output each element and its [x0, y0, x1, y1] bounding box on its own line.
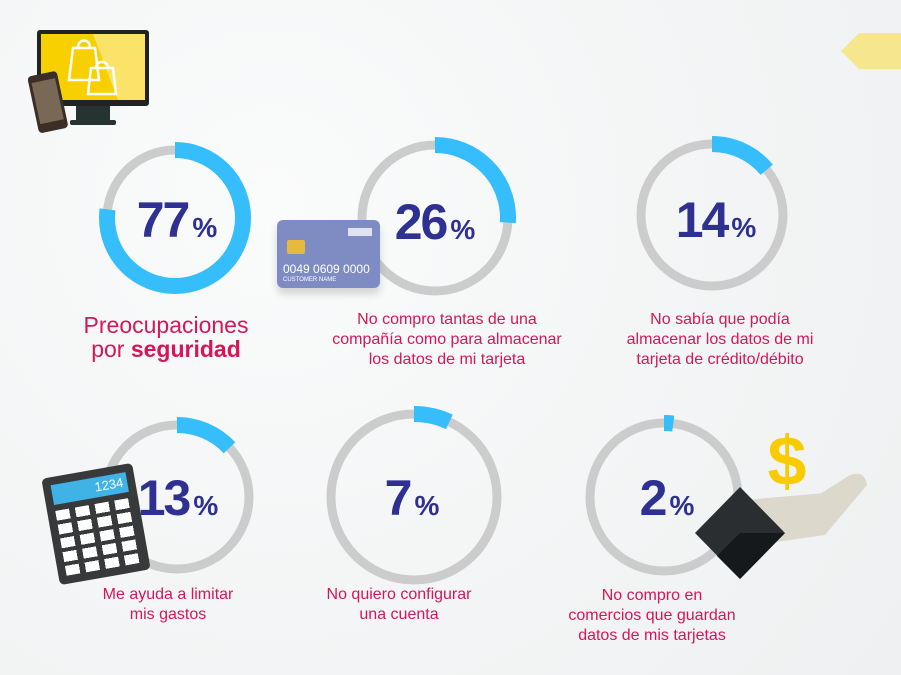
- shopping-devices-icon: [28, 30, 149, 133]
- calculator-icon: 1234: [41, 462, 151, 586]
- ring-progress-7: [323, 406, 505, 588]
- caption-26: No compro tantas de una compañía como par…: [332, 311, 562, 368]
- percent-7: 7%: [384, 470, 440, 526]
- percent-13: 13%: [137, 470, 219, 526]
- caption-14: No sabía que podía almacenar los datos de…: [626, 311, 814, 368]
- card-name: CUSTOMER NAME: [283, 277, 337, 283]
- card-number: 0049 0609 0000: [283, 262, 370, 276]
- ring-progress-77: [99, 142, 251, 294]
- caption-7: No quiero configurar una cuenta: [326, 586, 472, 623]
- ring-progress-2: [582, 415, 746, 579]
- hand-dollar-icon: $: [695, 422, 867, 579]
- ring-progress-26: [354, 137, 516, 299]
- percent-77: 77%: [136, 192, 218, 248]
- dollar-sign: $: [768, 422, 807, 500]
- credit-card-icon: 0049 0609 0000 CUSTOMER NAME: [277, 220, 380, 288]
- caption-security: Preocupaciones por seguridad: [83, 312, 249, 362]
- percent-2: 2%: [639, 470, 695, 526]
- percent-26: 26%: [394, 194, 476, 250]
- percent-14: 14%: [675, 192, 757, 248]
- caption-2: No compro en comercios que guardan datos d…: [568, 587, 736, 644]
- caption-13: Me ayuda a limitar mis gastos: [102, 586, 234, 623]
- ring-progress-14: [633, 136, 791, 294]
- ring-progress-13: [97, 417, 257, 577]
